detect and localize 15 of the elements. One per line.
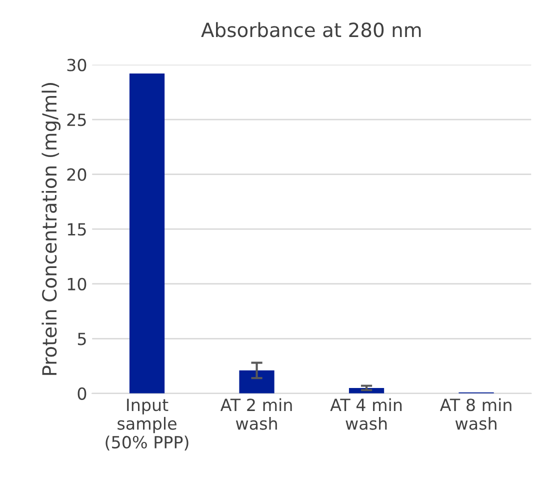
y-tick-label: 20 <box>67 168 86 181</box>
y-tick-label: 25 <box>67 113 86 126</box>
bar <box>129 74 165 394</box>
chart-title: Absorbance at 280 nm <box>201 22 421 38</box>
x-tick-label: AT 4 min wash <box>330 398 402 430</box>
x-tick-label: AT 2 min wash <box>220 398 292 430</box>
y-tick-label: 10 <box>68 278 86 290</box>
y-tick-label: 5 <box>78 332 86 346</box>
y-tick-label: 30 <box>67 58 86 72</box>
y-axis-title: Protein Concentration (mg/ml) <box>42 83 61 375</box>
y-tick-label: 0 <box>78 387 86 400</box>
bar <box>239 370 274 394</box>
x-tick-label: Input sample (50% PPP) <box>106 398 188 450</box>
y-tick-label: 15 <box>68 223 86 236</box>
x-tick-label: AT 8 min wash <box>440 398 512 430</box>
